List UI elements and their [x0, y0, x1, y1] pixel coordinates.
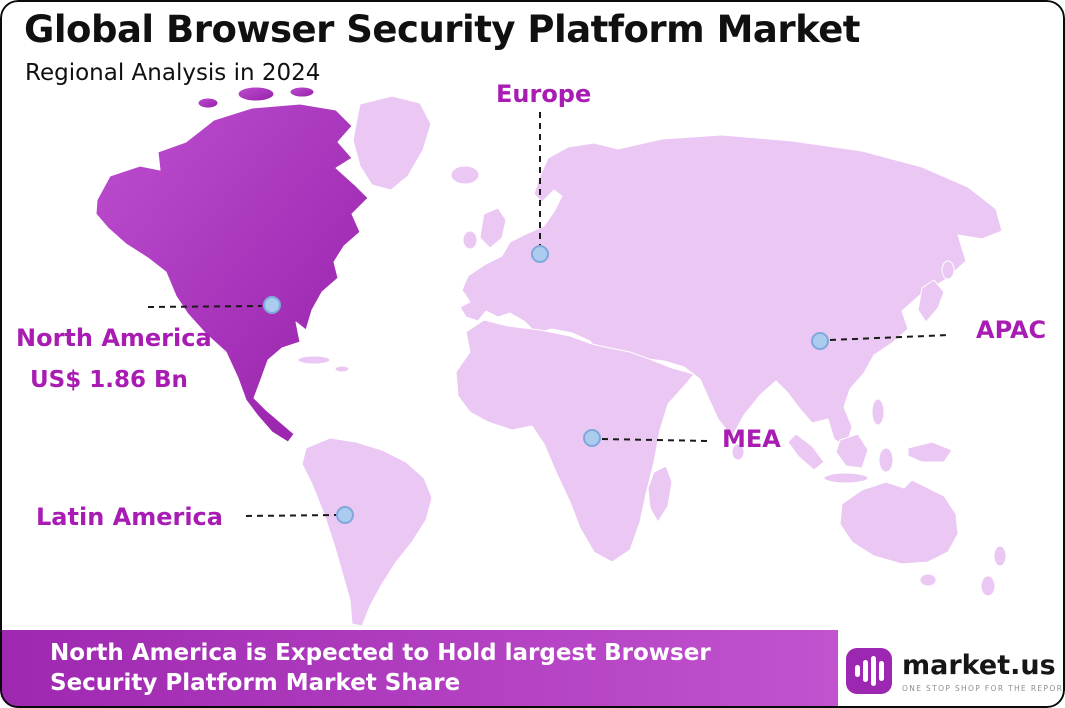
- map-region-greenland: [352, 95, 432, 191]
- map-region-philippines: [871, 398, 885, 426]
- map-region-cuba: [297, 355, 331, 365]
- footer-banner: North America is Expected to Hold larges…: [0, 630, 838, 708]
- region-label-north-america: North America: [16, 324, 212, 352]
- region-value-north-america: US$ 1.86 Bn: [30, 367, 188, 393]
- map-region-ireland: [462, 230, 478, 250]
- region-label-apac: APAC: [976, 316, 1047, 344]
- latin-america-leader-line: [245, 514, 337, 517]
- north-america-marker: [263, 296, 281, 314]
- map-region-madagascar: [647, 465, 673, 523]
- north-america-leader-line: [147, 305, 263, 308]
- equalizer-bars-icon: [846, 648, 892, 694]
- map-region-java: [823, 472, 869, 484]
- region-label-mea: MEA: [722, 425, 781, 453]
- map-region-south-america: [301, 437, 433, 627]
- map-region-borneo: [835, 433, 869, 469]
- map-region-arctic-island-1: [237, 86, 275, 102]
- map-region-north-america: [95, 103, 369, 443]
- map-region-new-zealand-south: [980, 575, 996, 597]
- market-us-logo: market.us ONE STOP SHOP FOR THE REPORTS: [846, 648, 1065, 694]
- region-label-europe: Europe: [496, 80, 592, 108]
- map-region-sri-lanka: [731, 443, 745, 461]
- map-region-new-guinea: [907, 441, 953, 463]
- map-region-hispaniola: [334, 365, 350, 373]
- map-region-iceland: [450, 165, 480, 185]
- logo-tagline: ONE STOP SHOP FOR THE REPORTS: [902, 684, 1065, 694]
- map-region-japan-north: [941, 260, 955, 280]
- banner-text: North America is Expected to Hold larges…: [50, 640, 711, 696]
- map-region-tasmania: [919, 573, 937, 587]
- map-region-japan: [917, 279, 945, 323]
- map-region-arctic-island-3: [197, 97, 219, 109]
- map-region-arctic-island-2: [289, 86, 315, 98]
- mea-marker: [583, 429, 601, 447]
- apac-marker: [811, 332, 829, 350]
- map-region-sumatra: [787, 433, 825, 471]
- mea-leader-line: [601, 438, 711, 442]
- latin-america-marker: [336, 506, 354, 524]
- apac-leader-line: [829, 334, 951, 341]
- map-region-new-zealand-north: [993, 545, 1007, 567]
- map-region-uk: [479, 207, 507, 249]
- logo-name: market.us: [902, 650, 1056, 681]
- map-region-africa: [455, 319, 695, 563]
- europe-marker: [531, 245, 549, 263]
- map-region-sulawesi: [878, 447, 894, 473]
- page-subtitle: Regional Analysis in 2024: [25, 60, 321, 86]
- page-title: Global Browser Security Platform Market: [24, 8, 861, 51]
- region-label-latin-america: Latin America: [36, 503, 223, 531]
- logo-text: market.us ONE STOP SHOP FOR THE REPORTS: [902, 648, 1065, 693]
- map-region-australia: [839, 479, 959, 565]
